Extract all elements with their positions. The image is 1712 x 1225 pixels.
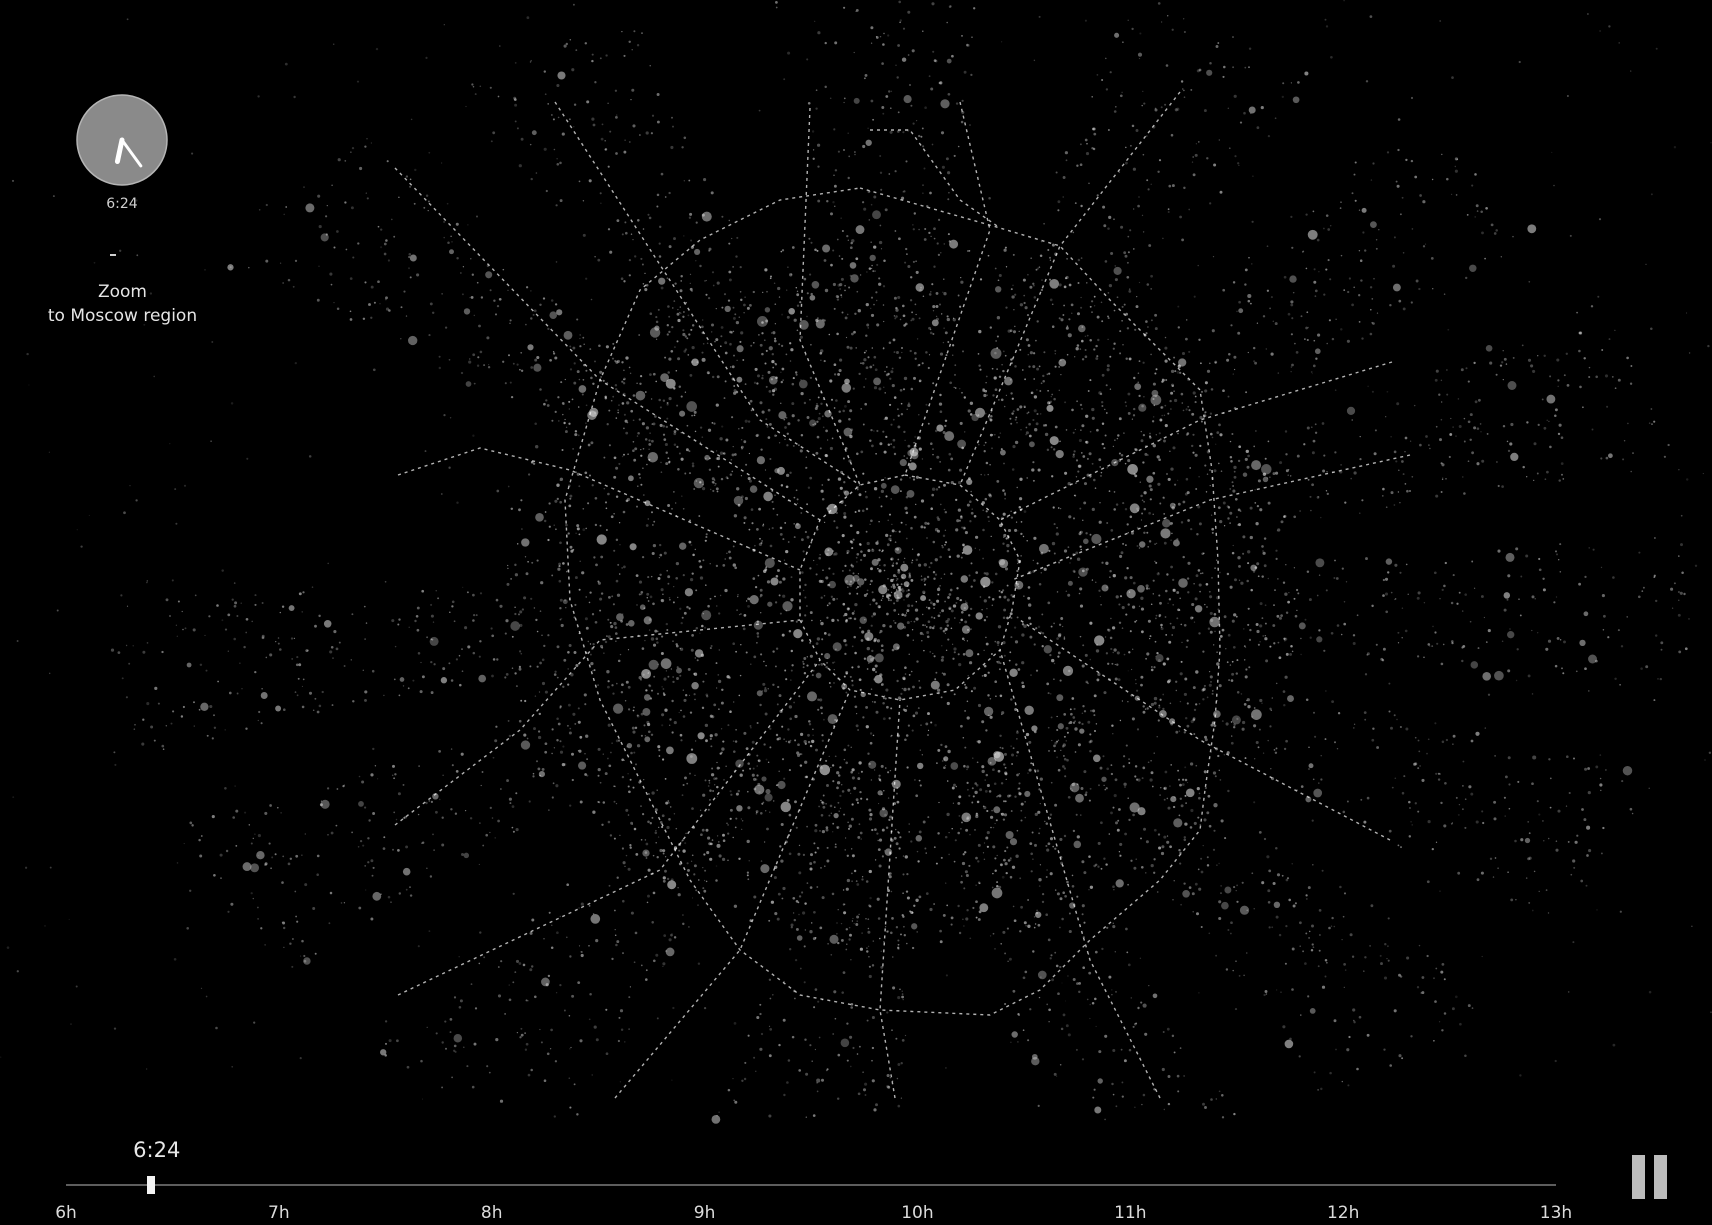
clock-widget: 6:24	[72, 92, 172, 212]
rail-se2	[1019, 619, 1391, 841]
rail-sw1	[397, 659, 821, 996]
clock-minute-hand	[120, 138, 143, 168]
zoom-label-line2: to Moscow region	[47, 306, 198, 326]
timeline-handle[interactable]	[147, 1176, 156, 1194]
timeline-current-time: 6:24	[133, 1138, 181, 1162]
pause-icon	[1632, 1155, 1645, 1199]
timeline-tick-label: 10h	[901, 1203, 934, 1223]
rail-e2	[1011, 454, 1411, 581]
clock-time-label: 6:24	[106, 196, 138, 212]
rail-se1	[999, 649, 1161, 1099]
rail-n3	[904, 101, 991, 476]
rail-nw	[394, 167, 821, 521]
timeline-tick-label: 6h	[55, 1203, 77, 1223]
rail-n2	[799, 107, 861, 486]
pause-icon-bar	[1654, 1155, 1667, 1199]
rail-w2	[394, 619, 801, 826]
timeline-tick-label: 9h	[693, 1203, 716, 1223]
activity-points	[0, 0, 1712, 1124]
timeline-track[interactable]	[66, 1184, 1556, 1186]
rail-n1	[554, 101, 861, 486]
railway-lines	[394, 91, 1411, 1099]
rail-s1	[614, 689, 851, 1099]
timeline-tick-label: 12h	[1326, 1203, 1360, 1223]
rail-w1	[397, 447, 801, 571]
zoom-to-moscow-region-link[interactable]: Zoom to Moscow region	[30, 280, 215, 328]
zoom-dash	[110, 254, 116, 256]
clock-icon	[76, 94, 168, 186]
clock-hour-hand	[114, 137, 125, 165]
rail-n4	[870, 129, 1001, 229]
rail-s2	[879, 699, 901, 1099]
timeline-tick-label: 13h	[1539, 1203, 1573, 1223]
timeline-tick-label: 8h	[480, 1203, 503, 1223]
rail-ne	[959, 91, 1181, 486]
zoom-label-line1: Zoom	[97, 282, 147, 302]
pause-button[interactable]	[1632, 1155, 1672, 1199]
timeline-tick-label: 11h	[1114, 1203, 1147, 1223]
outer-ring-road	[564, 187, 1221, 1016]
timeline-tick-label: 7h	[268, 1203, 290, 1223]
